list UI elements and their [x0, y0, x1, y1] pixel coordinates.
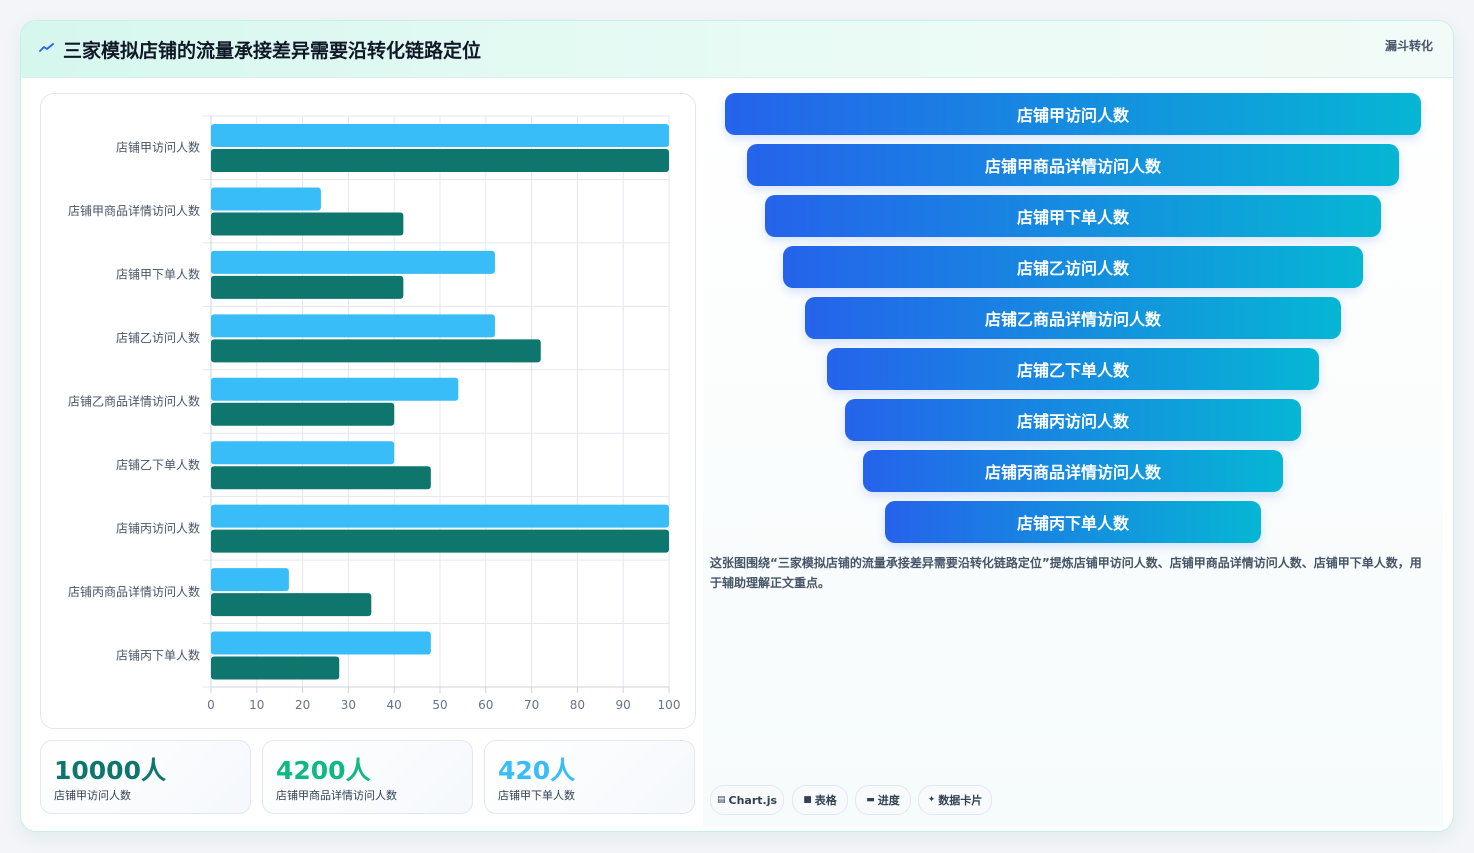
x-tick-label: 100: [658, 698, 681, 712]
x-tick-label: 70: [524, 698, 539, 712]
bar: [211, 631, 431, 655]
funnel-step: 店铺甲商品详情访问人数: [747, 144, 1399, 186]
category-label: 店铺乙商品详情访问人数: [68, 394, 200, 409]
bar: [211, 250, 495, 274]
chip-table[interactable]: ■ 表格: [792, 785, 848, 815]
funnel-step: 店铺乙访问人数: [783, 246, 1363, 288]
main-card: 三家模拟店铺的流量承接差异需要沿转化链路定位 漏斗转化 0 10 20 30 40 50 6…: [20, 20, 1454, 832]
bar: [211, 402, 395, 426]
kpi-label: 店铺甲访问人数: [54, 789, 131, 802]
funnel-step: 店铺丙商品详情访问人数: [863, 450, 1283, 492]
bar: [211, 656, 340, 680]
kpi-label: 店铺甲商品详情访问人数: [276, 789, 397, 802]
x-tick-label: 30: [341, 698, 356, 712]
funnel-step: 店铺乙商品详情访问人数: [805, 297, 1341, 339]
category-label: 店铺甲商品详情访问人数: [68, 203, 200, 218]
bar: [211, 593, 372, 617]
kpi-card-detail-visits: 4200人 店铺甲商品详情访问人数: [262, 740, 473, 814]
x-tick-label: 10: [249, 698, 264, 712]
chip-progress[interactable]: ▬ 进度: [855, 785, 911, 815]
trend-icon: [39, 43, 54, 52]
funnel-step: 店铺丙下单人数: [885, 501, 1261, 543]
funnel-step: 店铺甲访问人数: [725, 93, 1421, 135]
page-title: 三家模拟店铺的流量承接差异需要沿转化链路定位: [63, 40, 482, 62]
bar-chart: 0 10 20 30 40 50 60 70 80 90 100 店铺甲访问人数店铺甲商品详情访问人数…: [68, 115, 681, 712]
bar: [211, 212, 404, 236]
table-icon: ■: [803, 795, 812, 805]
kpi-card-visits: 10000人 店铺甲访问人数: [40, 740, 251, 814]
bar: [211, 149, 669, 172]
chart-description: 这张图围绕“三家模拟店铺的流量承接差异需要沿转化链路定位”提炼店铺甲访问人数、店…: [710, 556, 1422, 590]
kpi-label: 店铺甲下单人数: [498, 789, 575, 802]
bar: [211, 339, 541, 363]
kpi-value: 10000人: [54, 756, 166, 785]
kpi-value: 4200人: [276, 756, 371, 785]
bar: [211, 504, 669, 528]
x-tick-label: 90: [616, 698, 631, 712]
bar: [211, 377, 459, 401]
bar: [211, 124, 669, 147]
x-tick-label: 50: [432, 698, 447, 712]
category-label: 店铺乙下单人数: [116, 457, 200, 472]
x-tick-label: 40: [387, 698, 402, 712]
chip-label: Chart.js: [728, 793, 778, 807]
x-tick-label: 80: [570, 698, 585, 712]
funnel-step: 店铺丙访问人数: [845, 399, 1301, 441]
funnel-step: 店铺甲下单人数: [765, 195, 1381, 237]
category-label: 店铺乙访问人数: [116, 330, 200, 345]
bar: [211, 187, 321, 211]
kpi-card-orders: 420人 店铺甲下单人数: [484, 740, 695, 814]
header-tag: 漏斗转化: [1384, 39, 1433, 53]
chip-label: 表格: [814, 794, 837, 807]
x-tick-label: 0: [207, 698, 215, 712]
chart-icon: ▤: [716, 795, 726, 805]
chip-label: 数据卡片: [938, 794, 983, 807]
chip-label: 进度: [877, 794, 900, 807]
x-tick-label: 60: [478, 698, 493, 712]
funnel-step: 店铺乙下单人数: [827, 348, 1319, 390]
kpi-value: 420人: [498, 756, 576, 785]
bar: [211, 275, 404, 299]
category-label: 店铺甲访问人数: [116, 140, 200, 155]
bar: [211, 568, 289, 592]
x-tick-label: 20: [295, 698, 310, 712]
card-header: 三家模拟店铺的流量承接差异需要沿转化链路定位 漏斗转化: [21, 21, 1453, 78]
sparkle-icon: ✦: [927, 795, 936, 805]
chip-chartjs[interactable]: ▤ Chart.js: [710, 785, 784, 815]
category-label: 店铺甲下单人数: [116, 267, 200, 282]
category-label: 店铺丙访问人数: [116, 520, 200, 535]
category-label: 店铺丙商品详情访问人数: [68, 584, 200, 599]
progress-icon: ▬: [866, 795, 875, 805]
bar: [211, 441, 395, 465]
chip-data-card[interactable]: ✦ 数据卡片: [918, 785, 992, 815]
bar: [211, 314, 495, 338]
bar: [211, 466, 431, 490]
category-label: 店铺丙下单人数: [116, 647, 200, 662]
bar-chart-panel: 0 10 20 30 40 50 60 70 80 90 100 店铺甲访问人数店铺甲商品详情访问人数…: [40, 93, 696, 729]
bar: [211, 529, 669, 553]
